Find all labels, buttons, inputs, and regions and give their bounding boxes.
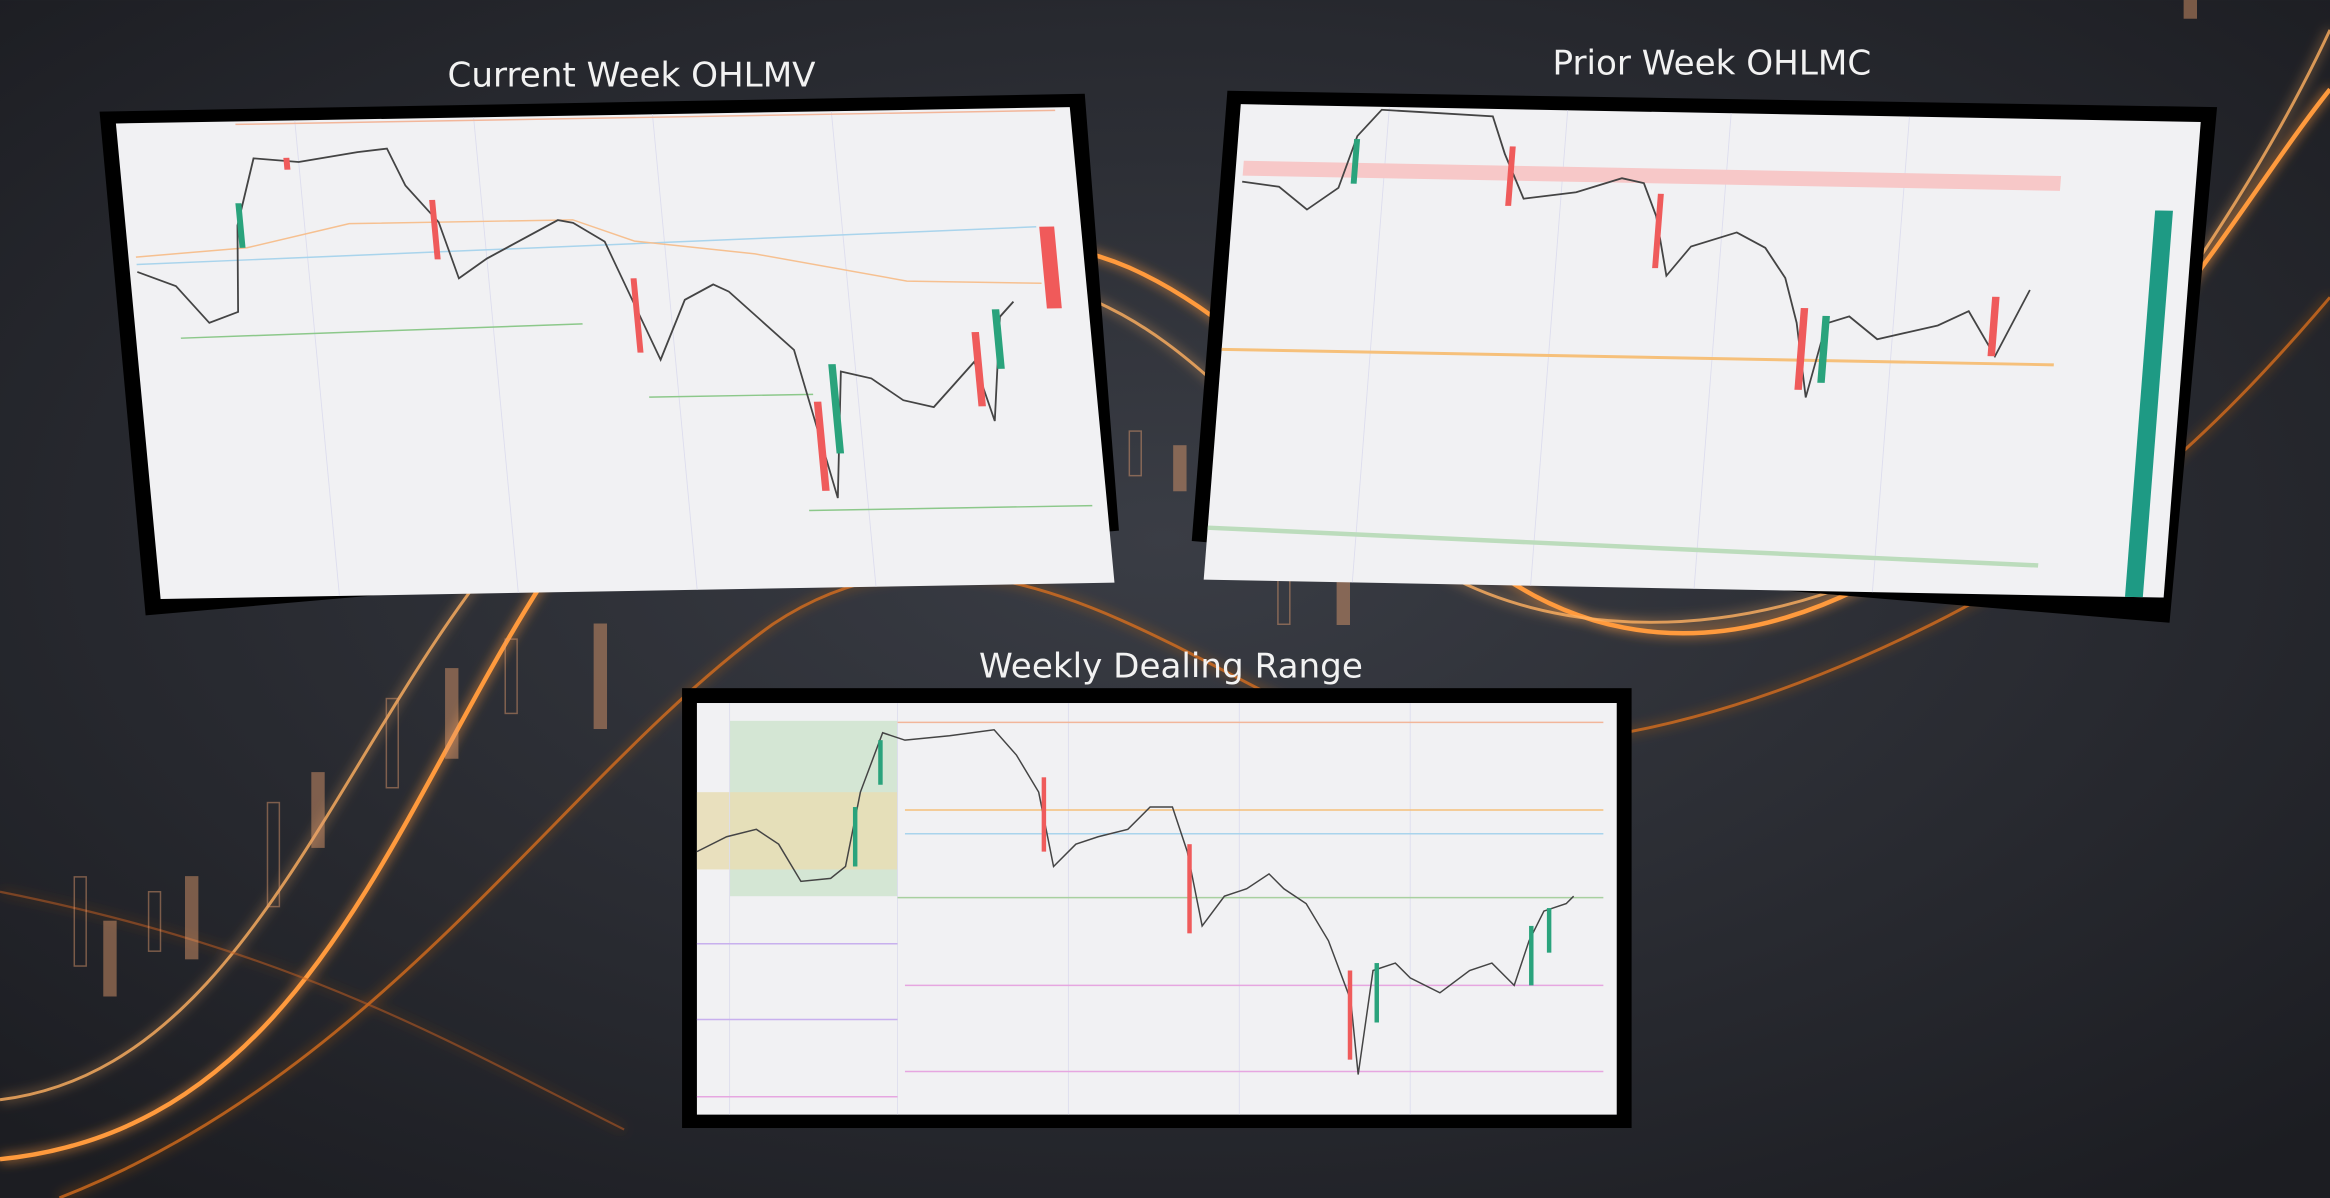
panel-prior-week [1203,104,2201,598]
bg-candles [73,0,2198,997]
panel-dealing-range [696,703,1617,1115]
panel-title: Weekly Dealing Range [979,647,1363,687]
panel-current-week [115,107,1115,599]
panel-title: Current Week OHLMV [448,55,817,95]
panel-title: Prior Week OHLMC [1552,43,1871,83]
